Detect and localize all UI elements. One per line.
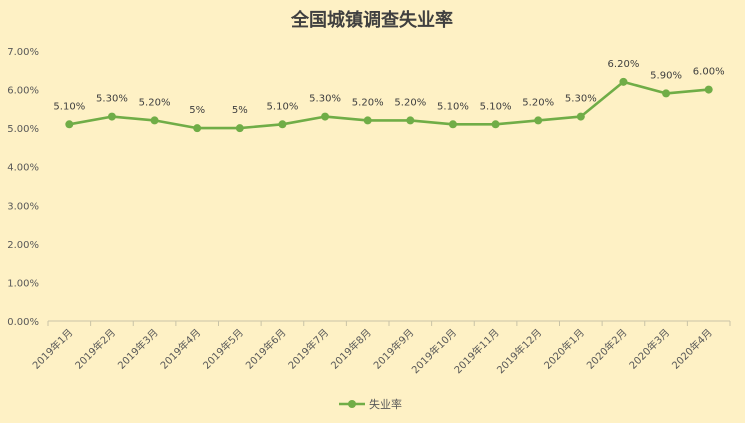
- chart-title: 全国城镇调查失业率: [290, 9, 453, 31]
- data-point: [107, 112, 116, 121]
- y-tick-label: 6.00%: [7, 86, 39, 97]
- y-tick-label: 3.00%: [7, 201, 39, 212]
- data-label: 5%: [189, 105, 205, 116]
- data-label: 5.20%: [352, 97, 384, 108]
- y-tick-label: 4.00%: [7, 163, 39, 174]
- legend-marker: [348, 400, 356, 408]
- x-tick-label: 2019年12月: [494, 326, 544, 376]
- x-tick-label: 2019年11月: [451, 326, 501, 376]
- data-point: [619, 77, 628, 86]
- x-tick-label: 2020年2月: [584, 326, 630, 372]
- x-tick-label: 2019年5月: [200, 326, 246, 372]
- data-point: [448, 120, 457, 129]
- data-point: [576, 112, 585, 121]
- data-point: [278, 120, 287, 129]
- data-label: 5.90%: [650, 70, 682, 81]
- data-label: 6.00%: [693, 67, 725, 78]
- y-tick-label: 5.00%: [7, 124, 39, 135]
- data-point: [193, 124, 202, 133]
- data-label: 6.20%: [608, 59, 640, 70]
- x-tick-label: 2019年10月: [409, 326, 459, 376]
- series-line: [69, 80, 709, 130]
- data-label: 5.30%: [565, 94, 597, 105]
- legend-label: 失业率: [369, 397, 402, 411]
- data-label: 5.30%: [96, 94, 128, 105]
- data-point: [491, 120, 500, 129]
- x-tick-label: 2020年1月: [541, 326, 587, 372]
- data-label: 5.20%: [139, 97, 171, 108]
- data-label: 5.10%: [437, 101, 469, 112]
- x-tick-label: 2019年3月: [115, 326, 161, 372]
- x-tick-label: 2019年7月: [285, 326, 331, 372]
- data-point: [65, 120, 74, 129]
- y-tick-label: 2.00%: [7, 240, 39, 251]
- y-tick-label: 0.00%: [7, 317, 39, 328]
- data-label: 5.20%: [522, 97, 554, 108]
- y-axis: 0.00% 1.00% 2.00% 3.00% 4.00% 5.00% 6.00% 7.00%: [7, 47, 39, 328]
- x-tick-label: 2020年3月: [626, 326, 672, 372]
- y-tick-label: 1.00%: [7, 278, 39, 289]
- legend: 失业率: [339, 397, 402, 411]
- data-label: 5%: [232, 105, 248, 116]
- x-tick-label: 2019年2月: [72, 326, 118, 372]
- data-point: [662, 89, 671, 98]
- data-label: 5.10%: [53, 101, 85, 112]
- data-point: [321, 112, 330, 121]
- x-tick-label: 2019年8月: [328, 326, 374, 372]
- x-tick-label: 2019年1月: [30, 326, 76, 372]
- data-point: [150, 116, 159, 125]
- data-point: [704, 85, 713, 94]
- data-point: [534, 116, 543, 125]
- series-line-group: 5.10% 5.30% 5.20% 5% 5% 5.10% 5.30% 5.20% 5.20% 5…: [53, 59, 725, 133]
- x-tick-label: 2019年4月: [157, 326, 203, 372]
- y-tick-label: 7.00%: [7, 47, 39, 58]
- data-label: 5.10%: [480, 101, 512, 112]
- data-label: 5.20%: [394, 97, 426, 108]
- data-label: 5.30%: [309, 94, 341, 105]
- x-axis: 2019年1月2019年2月2019年3月2019年4月2019年5月2019年…: [30, 320, 731, 376]
- data-point: [406, 116, 415, 125]
- data-point: [363, 116, 372, 125]
- x-tick-label: 2019年9月: [371, 326, 417, 372]
- x-tick-label: 2019年6月: [243, 326, 289, 372]
- x-tick-label: 2020年4月: [669, 326, 715, 372]
- data-point: [235, 124, 244, 133]
- data-label: 5.10%: [267, 101, 299, 112]
